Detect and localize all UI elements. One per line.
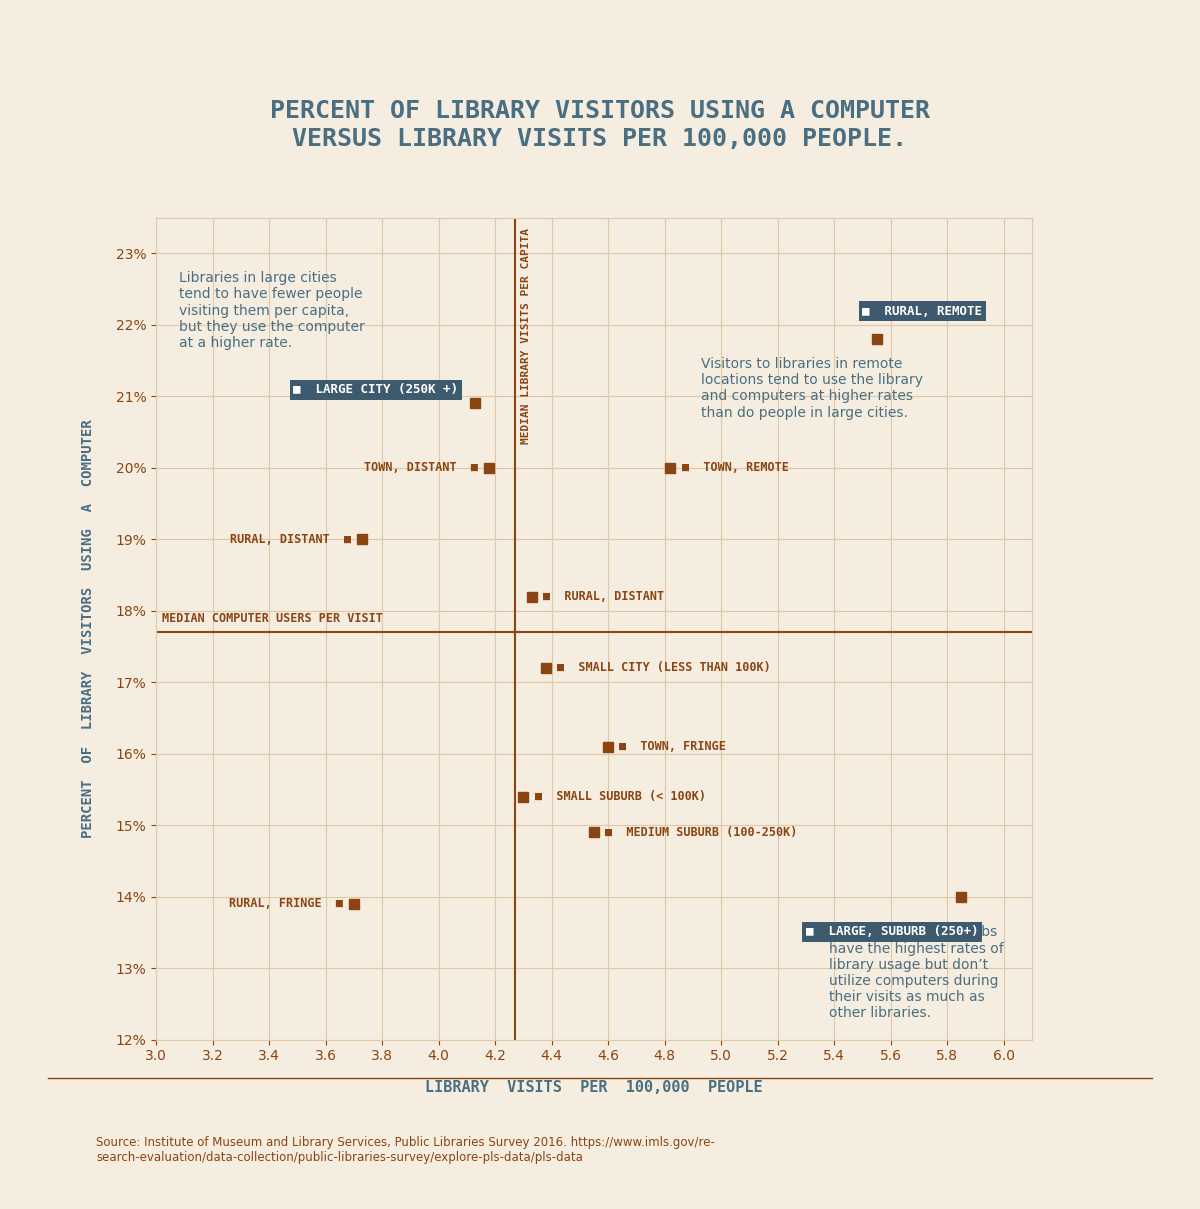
Text: ■  RURAL, DISTANT: ■ RURAL, DISTANT — [544, 590, 665, 603]
Text: ■  LARGE CITY (250K +): ■ LARGE CITY (250K +) — [293, 383, 458, 397]
Text: ■  RURAL, REMOTE: ■ RURAL, REMOTE — [863, 305, 983, 318]
Text: ■  MEDIUM SUBURB (100-250K): ■ MEDIUM SUBURB (100-250K) — [605, 826, 798, 839]
X-axis label: LIBRARY  VISITS  PER  100,000  PEOPLE: LIBRARY VISITS PER 100,000 PEOPLE — [425, 1080, 763, 1095]
Text: RURAL, DISTANT  ■: RURAL, DISTANT ■ — [230, 533, 350, 545]
Text: ■  SMALL SUBURB (< 100K): ■ SMALL SUBURB (< 100K) — [535, 791, 706, 803]
Text: Visitors to libraries in remote
locations tend to use the library
and computers : Visitors to libraries in remote location… — [701, 357, 923, 420]
Text: MEDIAN LIBRARY VISITS PER CAPITA: MEDIAN LIBRARY VISITS PER CAPITA — [521, 229, 530, 445]
Text: Source: Institute of Museum and Library Services, Public Libraries Survey 2016. : Source: Institute of Museum and Library … — [96, 1136, 715, 1164]
Text: MEDIAN COMPUTER USERS PER VISIT: MEDIAN COMPUTER USERS PER VISIT — [162, 612, 383, 625]
Text: RURAL, FRINGE  ■: RURAL, FRINGE ■ — [228, 897, 342, 910]
Text: ■  SMALL CITY (LESS THAN 100K): ■ SMALL CITY (LESS THAN 100K) — [557, 661, 772, 675]
Text: ■  TOWN, REMOTE: ■ TOWN, REMOTE — [682, 462, 788, 474]
Text: TOWN, DISTANT  ■: TOWN, DISTANT ■ — [364, 462, 478, 474]
Text: Libraries in large cities
tend to have fewer people
visiting them per capita,
bu: Libraries in large cities tend to have f… — [179, 271, 365, 351]
Text: People in larger suburbs
have the highest rates of
library usage but don’t
utili: People in larger suburbs have the highes… — [828, 925, 1003, 1020]
Text: PERCENT OF LIBRARY VISITORS USING A COMPUTER
VERSUS LIBRARY VISITS PER 100,000 P: PERCENT OF LIBRARY VISITORS USING A COMP… — [270, 99, 930, 151]
Text: ■  LARGE, SUBURB (250+): ■ LARGE, SUBURB (250+) — [806, 925, 978, 938]
Text: ■  TOWN, FRINGE: ■ TOWN, FRINGE — [619, 740, 726, 753]
Y-axis label: PERCENT  OF  LIBRARY  VISITORS  USING  A  COMPUTER: PERCENT OF LIBRARY VISITORS USING A COMP… — [80, 420, 95, 838]
